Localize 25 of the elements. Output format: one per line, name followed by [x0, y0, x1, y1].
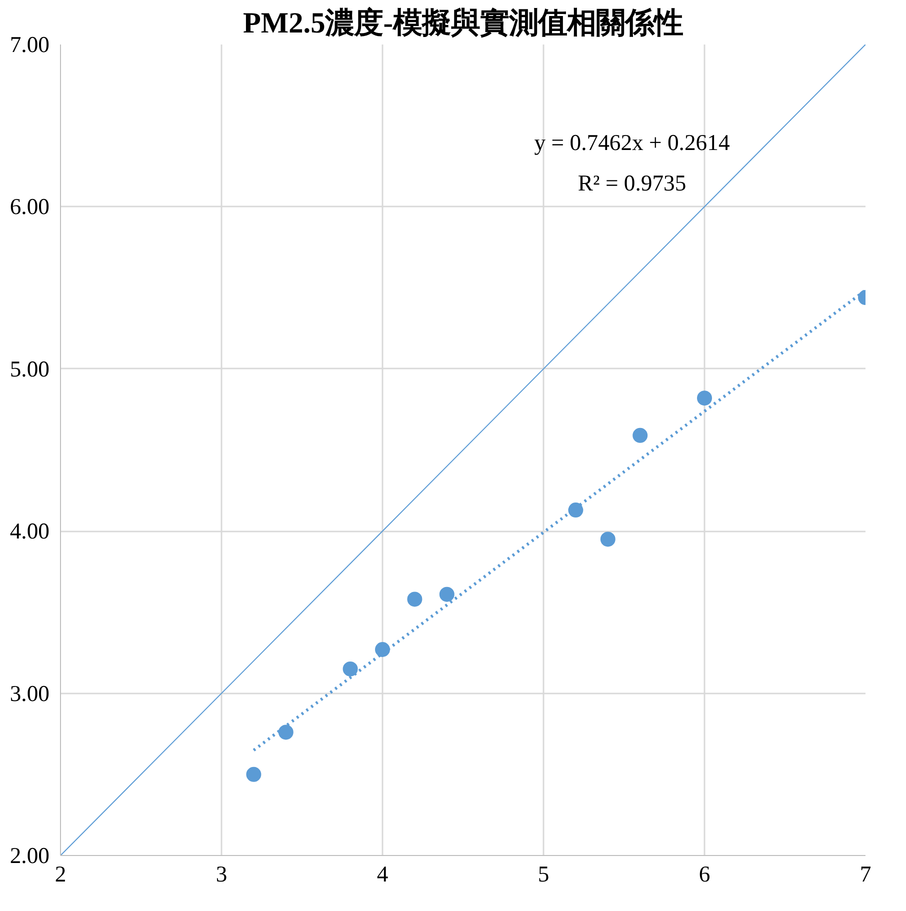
point: [407, 592, 422, 607]
y-tick-label: 5.00: [10, 356, 50, 382]
x-tick-label: 3: [216, 862, 228, 886]
point: [439, 586, 454, 602]
x-tick-label: 4: [376, 862, 388, 886]
x-tick-label: 5: [538, 862, 550, 886]
y-tick-label: 4.00: [10, 518, 50, 544]
point: [600, 532, 616, 547]
x-tick-label: 6: [698, 862, 710, 886]
point: [342, 661, 358, 676]
chart-title: PM2.5濃度-模擬與實測值相關係性: [242, 6, 684, 40]
annotation: y = 0.7462x + 0.2614: [534, 130, 730, 155]
y-tick-label: 2.00: [10, 843, 50, 868]
y-tick-label: 7.00: [10, 32, 50, 57]
point: [375, 642, 390, 657]
y-tick-label: 3.00: [10, 680, 50, 706]
point: [278, 724, 294, 740]
point: [632, 428, 648, 443]
point: [246, 766, 262, 782]
y-tick-label: 6.00: [10, 194, 50, 220]
point: [697, 390, 712, 406]
annotation: R² = 0.9735: [578, 170, 686, 196]
x-tick-label: 7: [860, 862, 872, 886]
point: [568, 502, 584, 518]
x-tick-label: 2: [54, 862, 66, 886]
